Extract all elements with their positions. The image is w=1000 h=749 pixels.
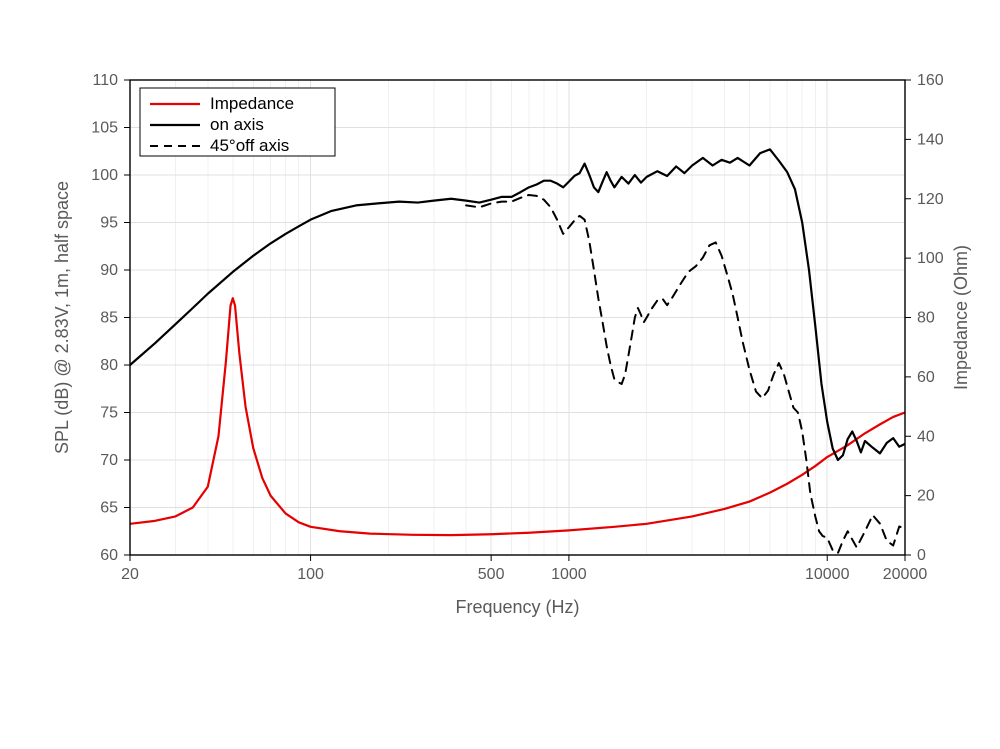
- x-tick: 1000: [551, 566, 587, 583]
- y-right-tick: 160: [917, 72, 944, 89]
- x-axis-label: Frequency (Hz): [455, 597, 579, 617]
- x-tick: 100: [297, 566, 324, 583]
- y-left-tick: 110: [92, 72, 118, 89]
- y-left-tick: 90: [100, 262, 118, 279]
- y-right-axis-label: Impedance (Ohm): [951, 245, 971, 390]
- x-tick: 500: [478, 566, 505, 583]
- y-left-tick: 60: [100, 547, 118, 564]
- y-right-tick: 120: [917, 191, 944, 208]
- y-left-tick: 105: [91, 120, 118, 137]
- y-right-tick: 140: [917, 131, 944, 148]
- y-right-tick: 60: [917, 369, 935, 386]
- y-right-tick: 20: [917, 488, 935, 505]
- y-left-tick: 80: [100, 357, 118, 374]
- legend-label: Impedance: [210, 94, 294, 113]
- legend-label: 45°off axis: [210, 136, 289, 155]
- x-tick: 10000: [805, 566, 850, 583]
- y-left-tick: 85: [100, 310, 118, 327]
- y-left-tick: 75: [100, 405, 118, 422]
- y-left-tick: 100: [91, 167, 118, 184]
- y-right-tick: 40: [917, 428, 935, 445]
- legend-label: on axis: [210, 115, 264, 134]
- y-left-tick: 70: [100, 452, 118, 469]
- y-right-tick: 100: [917, 250, 944, 267]
- y-right-tick: 80: [917, 310, 935, 327]
- y-left-tick: 95: [100, 215, 118, 232]
- y-left-tick: 65: [100, 500, 118, 517]
- frequency-response-chart: 2010050010001000020000Frequency (Hz)6065…: [0, 0, 1000, 749]
- x-tick: 20: [121, 566, 139, 583]
- y-right-tick: 0: [917, 547, 926, 564]
- x-tick: 20000: [883, 566, 928, 583]
- y-left-axis-label: SPL (dB) @ 2.83V, 1m, half space: [52, 181, 72, 454]
